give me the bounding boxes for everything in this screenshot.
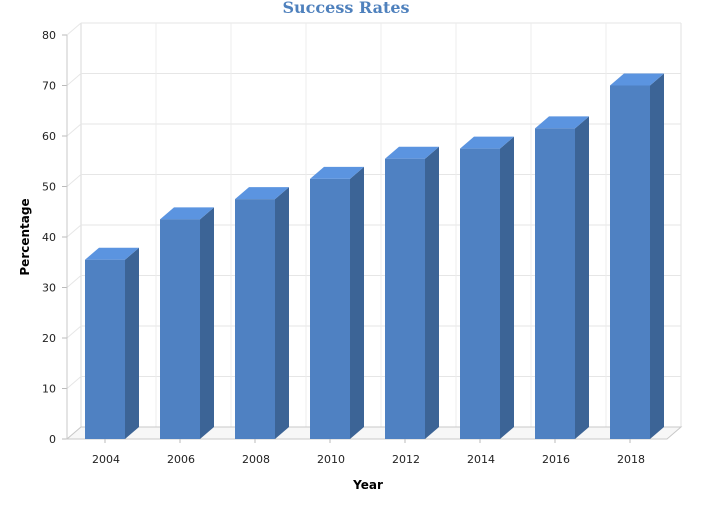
bar-top-face xyxy=(160,207,214,220)
x-tick-label: 2014 xyxy=(467,453,495,466)
bar-front-face xyxy=(160,219,200,439)
bar-top-face xyxy=(85,247,139,260)
bar-top-face xyxy=(610,73,664,86)
gridline-side xyxy=(66,376,82,389)
x-tick-label: 2006 xyxy=(167,453,195,466)
y-tick-label: 30 xyxy=(42,282,56,295)
bars-layer xyxy=(85,73,664,440)
bar-front-face xyxy=(610,85,650,439)
y-tick-label: 10 xyxy=(42,383,56,396)
bar-front-face xyxy=(235,199,275,439)
bar-2016 xyxy=(535,116,589,440)
gridline-side xyxy=(66,174,82,187)
gridline-side xyxy=(66,123,82,137)
x-tick-label: 2004 xyxy=(92,453,120,466)
x-tick-label: 2008 xyxy=(242,453,270,466)
bar-side-face xyxy=(500,136,514,439)
x-tick-label: 2016 xyxy=(542,453,570,466)
bar-front-face xyxy=(535,128,575,440)
bar-side-face xyxy=(125,247,139,439)
gridline-side xyxy=(66,224,82,238)
bar-2006 xyxy=(160,207,214,439)
gridline-side xyxy=(66,73,82,86)
x-axis-title: Year xyxy=(352,478,383,492)
y-tick-label: 20 xyxy=(42,332,56,345)
bar-front-face xyxy=(460,148,500,439)
x-tick-label: 2012 xyxy=(392,453,420,466)
bar-side-face xyxy=(200,207,214,439)
gridline-side xyxy=(66,22,82,36)
x-tick-label: 2018 xyxy=(617,453,645,466)
bar-front-face xyxy=(385,158,425,439)
bar-2004 xyxy=(85,247,139,439)
chart-floor xyxy=(65,426,683,440)
y-tick-label: 70 xyxy=(42,80,56,93)
y-tick-label: 80 xyxy=(42,29,56,42)
y-axis-title: Percentage xyxy=(18,198,32,275)
gridline-side xyxy=(66,325,82,339)
bar-2018 xyxy=(610,73,664,439)
bar-top-face xyxy=(385,146,439,159)
bar-2010 xyxy=(310,166,364,440)
y-tick-label: 60 xyxy=(42,130,56,143)
bar-top-face xyxy=(235,187,289,200)
bar-side-face xyxy=(425,146,439,439)
bar-front-face xyxy=(85,259,125,439)
bar-side-face xyxy=(575,116,589,440)
bar-side-face xyxy=(350,166,364,440)
bar-side-face xyxy=(275,187,289,439)
gridline-side xyxy=(66,275,82,288)
chart-title: Success Rates xyxy=(282,0,409,17)
y-tick-label: 40 xyxy=(42,231,56,244)
y-tick-label: 50 xyxy=(42,181,56,194)
bar-front-face xyxy=(310,178,350,440)
bar-top-face xyxy=(535,116,589,129)
bar-2012 xyxy=(385,146,439,439)
y-tick-label: 0 xyxy=(49,433,56,446)
bar-2008 xyxy=(235,187,289,439)
bar-2014 xyxy=(460,136,514,439)
bar-top-face xyxy=(310,166,364,179)
x-tick-label: 2010 xyxy=(317,453,345,466)
bar-top-face xyxy=(460,136,514,149)
bar-side-face xyxy=(650,73,664,439)
labels-layer: 0 10 20 30 40 50 60 70 80 2004 2006 2008 2010 2012 201… xyxy=(42,29,645,466)
